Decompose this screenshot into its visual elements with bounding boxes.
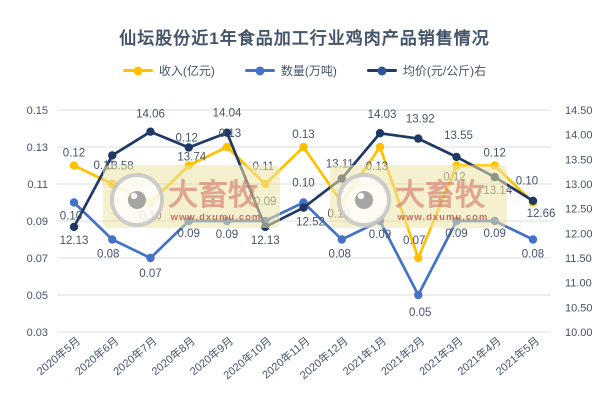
avg-price-data-label: 12.13 [60,235,89,247]
avg-price-data-point[interactable] [452,152,461,162]
watermark-eye-pupil-icon [355,191,373,209]
avg-price-data-point[interactable] [146,127,155,136]
legend-label: 均价(元/公斤)右 [402,64,487,78]
quantity-data-label: 0.08 [329,249,351,261]
legend: 收入(亿元) 数量(万吨) 均价(元/公斤)右 [0,62,609,79]
y-axis-left-tick: 0.15 [27,105,48,117]
revenue-data-label: 0.13 [219,128,241,140]
revenue-data-point[interactable] [375,142,385,152]
y-axis-right-tick: 11.00 [565,278,592,290]
chart-title: 仙坛股份近1年食品加工行业鸡肉产品销售情况 [119,29,490,48]
y-axis-right-tick: 10.00 [565,327,593,339]
avg-price-data-point[interactable] [299,203,308,212]
revenue-data-label: 0.12 [484,148,506,160]
watermark-eye-pupil-icon [128,191,146,209]
y-axis-right-tick: 13.50 [565,154,593,166]
avg-price-data-label: 12.13 [251,235,280,247]
quantity-data-label: 0.08 [522,249,544,261]
legend-label: 数量(万吨) [280,64,337,78]
revenue-data-label: 0.10 [516,176,538,188]
avg-price-data-point[interactable] [184,143,193,152]
y-axis-left-tick: 0.05 [27,290,48,302]
y-axis-right-tick: 14.00 [565,130,593,142]
revenue-data-point[interactable] [299,142,308,152]
quantity-data-label: 0.07 [139,268,161,280]
avg-price-data-point[interactable] [69,222,79,232]
legend-dot-icon [377,66,387,75]
avg-price-data-label: 14.03 [368,109,397,121]
watermark-brand-text: 大畜牧 [168,178,259,212]
revenue-data-label: 0.13 [292,129,314,141]
quantity-data-label: 0.08 [97,249,119,261]
legend-label: 收入(亿元) [158,64,215,78]
avg-price-data-label: 12.52 [296,217,325,229]
y-axis-right-tick: 14.50 [565,105,593,117]
quantity-data-label: 0.10 [292,178,314,190]
quantity-data-point[interactable] [69,198,79,207]
watermark-brand-text: 大畜牧 [395,178,486,212]
avg-price-data-point[interactable] [528,196,538,205]
legend-line-icon [122,66,153,75]
avg-price-data-point[interactable] [375,129,385,138]
y-axis-right-tick: 12.50 [565,204,593,216]
revenue-data-point[interactable] [222,142,232,152]
y-axis-right-tick: 12.00 [565,228,593,240]
legend-line-icon [244,66,275,75]
avg-price-data-point[interactable] [222,128,232,137]
revenue-data-label: 0.12 [63,148,85,160]
avg-price-data-label: 13.92 [406,114,435,126]
revenue-data-point[interactable] [414,253,423,263]
y-axis-left-tick: 0.11 [27,179,48,191]
quantity-data-point[interactable] [337,235,346,244]
quantity-data-label: 0.05 [409,307,431,319]
watermark-url-text: www.dxumu.com [170,212,262,223]
avg-price-data-label: 12.66 [527,208,556,220]
avg-price-data-point[interactable] [108,151,117,160]
revenue-data-label: 0.12 [176,133,198,145]
revenue-data-label: 0.07 [403,235,425,247]
watermark-url-text: www.dxumu.com [397,212,489,223]
y-axis-left-tick: 0.13 [27,142,48,154]
quantity-data-point[interactable] [146,253,155,263]
y-axis-right-tick: 13.00 [565,179,593,191]
legend-item-quantity[interactable]: 数量(万吨) [244,62,337,79]
quantity-data-point[interactable] [108,235,117,244]
legend-dot-icon [133,66,143,75]
legend-line-icon [366,66,397,75]
avg-price-data-label: 13.74 [177,151,206,163]
watermark-eye-highlight-icon [130,192,138,200]
avg-price-data-label: 14.06 [136,109,165,121]
quantity-data-label: 0.09 [369,229,391,241]
quantity-data-label: 0.09 [216,229,238,241]
quantity-data-label: 0.09 [445,228,467,240]
y-axis-left-tick: 0.09 [27,216,48,228]
quantity-data-label: 0.09 [178,228,200,240]
avg-price-data-label: 13.55 [444,130,473,142]
y-axis-right-tick: 11.50 [565,253,592,265]
quantity-data-label: 0.09 [484,228,506,240]
legend-item-avg-price[interactable]: 均价(元/公斤)右 [366,62,487,79]
avg-price-data-point[interactable] [414,134,423,143]
y-axis-right-tick: 10.50 [565,302,593,314]
revenue-data-point[interactable] [69,161,79,170]
quantity-data-label: 0.10 [60,211,82,223]
legend-item-revenue[interactable]: 收入(亿元) [122,62,215,79]
y-axis-left-tick: 0.07 [27,253,48,265]
quantity-data-point[interactable] [528,235,538,244]
quantity-data-point[interactable] [414,290,423,300]
avg-price-data-label: 14.04 [213,108,242,120]
y-axis-left-tick: 0.03 [27,327,48,339]
watermark-eye-highlight-icon [357,192,365,200]
legend-dot-icon [255,66,265,75]
